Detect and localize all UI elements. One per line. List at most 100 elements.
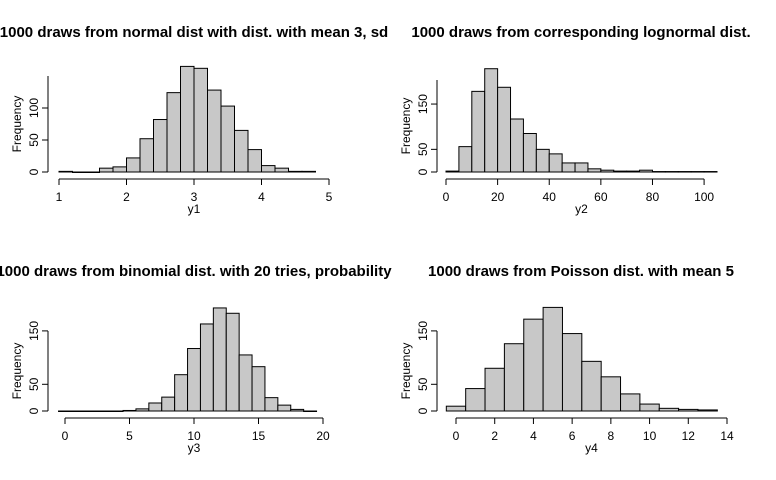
panel-2-bar — [458, 146, 473, 173]
panel-3-bar — [174, 374, 189, 412]
panel-2-bar — [445, 170, 460, 173]
panel-3-bar — [199, 323, 214, 412]
panel-1-bar — [180, 65, 195, 173]
panel-2-x-tick-label: 80 — [646, 190, 660, 204]
panel-2-bar — [613, 170, 628, 173]
panel-2-y-axis-label: Frequency — [399, 98, 413, 155]
panel-3-title: 1000 draws from binomial dist. with 20 t… — [0, 263, 392, 280]
panel-1-x-tick-label: 1 — [56, 190, 63, 204]
panel-1-bar — [261, 165, 276, 173]
panel-4-y-axis-label: Frequency — [399, 343, 413, 400]
panel-1-bar — [126, 157, 141, 173]
panel-4-title: 1000 draws from Poisson dist. with mean … — [428, 263, 734, 280]
panel-3-y-tick-label: 150 — [27, 321, 41, 341]
panel-1-bar — [72, 171, 87, 173]
panel-3-bar — [161, 396, 176, 412]
panel-3-x-tick-label: 5 — [126, 429, 133, 443]
panel-4-y-tick-label: 0 — [416, 407, 430, 414]
panel-3-bar — [135, 408, 150, 412]
panel-4-bar — [445, 405, 467, 412]
panel-4-bar — [542, 306, 563, 412]
panel-1-bar — [58, 170, 73, 173]
panel-2-y-tick-label: 0 — [416, 168, 430, 175]
panel-1-y-tick-label: 0 — [27, 168, 41, 175]
panel-2-x-tick-label: 40 — [543, 190, 557, 204]
panel-3-bar — [148, 402, 163, 412]
panel-3-x-tick-label: 15 — [252, 429, 266, 443]
panel-1-bar — [207, 89, 222, 173]
panel-2-bar — [574, 162, 589, 173]
panel-2-bar — [497, 86, 512, 173]
panel-1-bar — [247, 149, 262, 173]
panel-3-y-tick-label: 0 — [27, 407, 41, 414]
panel-2-bar — [677, 171, 692, 173]
panel-4-bar — [465, 388, 486, 412]
panel-4-bar — [484, 367, 505, 412]
panel-2-bar — [510, 118, 524, 173]
panel-1-bar — [85, 171, 100, 173]
panel-4-bar — [561, 333, 583, 412]
panel-2-bar — [651, 171, 666, 173]
panel-3-bar — [122, 409, 137, 412]
panel-2-bar — [690, 171, 705, 173]
panel-1-bar — [139, 138, 154, 173]
panel-3-bar — [109, 410, 124, 412]
panel-2-bar — [484, 68, 499, 173]
panel-4-bar — [697, 409, 718, 412]
panel-3-bar — [187, 348, 201, 412]
panel-1-y-axis-label: Frequency — [10, 96, 24, 153]
panel-4-x-tick-label: 12 — [682, 429, 696, 443]
panel-3-bar — [83, 410, 98, 412]
panel-3-bar — [277, 404, 292, 412]
panel-2-title: 1000 draws from corresponding lognormal … — [411, 24, 750, 41]
panel-2-y-tick-label: 50 — [416, 142, 430, 156]
panel-4-x-axis-label: y4 — [585, 441, 598, 455]
panel-2-bar — [703, 171, 718, 173]
panel-4-bar — [600, 376, 622, 412]
panel-3-bar — [238, 354, 253, 412]
panel-4-bar — [523, 318, 544, 412]
panel-4-x-tick-label: 6 — [569, 429, 576, 443]
panel-2-x-tick-label: 20 — [491, 190, 505, 204]
panel-1-x-axis-label: y1 — [188, 202, 201, 216]
panel-1-bar — [301, 170, 316, 173]
panel-2-bar — [639, 169, 653, 173]
panel-2-x-axis-label: y2 — [575, 202, 588, 216]
panel-1-bar — [99, 167, 114, 173]
panel-3-y-tick-label: 50 — [27, 377, 41, 391]
panel-3-x-axis-label: y3 — [188, 441, 201, 455]
panel-2-x-tick-label: 100 — [694, 190, 714, 204]
panel-2-bar — [587, 168, 602, 173]
panel-3-bar — [251, 366, 266, 412]
panel-4-y-tick-label: 50 — [416, 377, 430, 391]
panel-3-x-tick-label: 10 — [187, 429, 201, 443]
panel-1-bar — [288, 170, 303, 173]
panel-1-bar — [112, 166, 127, 173]
panel-3-bar — [303, 410, 318, 412]
panel-4-bar — [503, 343, 525, 412]
panel-4-bar — [581, 360, 602, 412]
panel-2-bar — [522, 132, 537, 173]
panel-1-title: 1000 draws from normal dist with dist. w… — [0, 24, 388, 41]
panel-1-x-tick-label: 2 — [123, 190, 130, 204]
panel-2-bar — [471, 90, 486, 173]
panel-3-bar — [70, 410, 85, 412]
panel-3-bar — [225, 312, 240, 412]
panel-1-x-tick-label: 5 — [326, 190, 333, 204]
panel-3-y-axis-label: Frequency — [10, 343, 24, 400]
panel-1-bar — [193, 67, 208, 173]
panel-1-bar — [274, 167, 289, 173]
panel-3-bar — [58, 410, 72, 412]
panel-4-x-tick-label: 2 — [491, 429, 498, 443]
panel-4-x-tick-label: 0 — [453, 429, 460, 443]
panel-2-bar — [600, 169, 615, 173]
panel-4-x-tick-label: 14 — [720, 429, 734, 443]
panel-3-x-tick-label: 0 — [62, 429, 69, 443]
panel-4-bar — [620, 393, 641, 412]
panel-4-bar — [678, 408, 699, 412]
panel-2-bar — [626, 170, 641, 173]
panel-3-x-tick-label: 20 — [316, 429, 330, 443]
panel-1-bar — [234, 129, 249, 173]
panel-3-bar — [264, 397, 279, 412]
